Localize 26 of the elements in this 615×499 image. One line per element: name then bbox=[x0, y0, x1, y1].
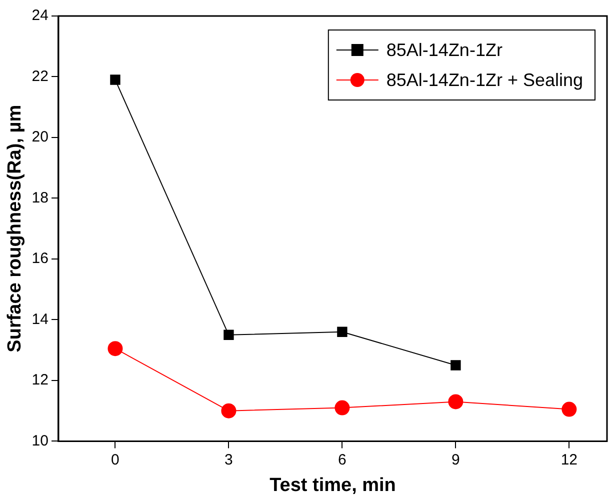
point bbox=[337, 326, 348, 337]
point bbox=[224, 330, 234, 340]
y-tick-label: 18 bbox=[32, 189, 48, 206]
point bbox=[221, 403, 236, 418]
y-tick-label: 22 bbox=[32, 68, 48, 85]
point bbox=[448, 394, 464, 410]
y-tick-label: 20 bbox=[32, 128, 48, 146]
x-tick-label: 12 bbox=[560, 451, 578, 468]
x-tick-label: 0 bbox=[111, 451, 120, 468]
x-tick-label: 3 bbox=[224, 451, 233, 468]
y-tick-label: 24 bbox=[32, 7, 48, 24]
point bbox=[562, 402, 577, 417]
x-axis-title: Test time, min bbox=[270, 474, 396, 496]
y-tick-label: 16 bbox=[32, 250, 48, 268]
legend-label: 85Al-14Zn-1Zr + Sealing bbox=[386, 70, 584, 90]
point bbox=[108, 341, 123, 356]
y-tick-label: 10 bbox=[32, 432, 48, 450]
y-tick-label: 14 bbox=[32, 310, 48, 328]
point bbox=[334, 400, 350, 416]
y-axis-title: Surface roughness(Ra), µm bbox=[4, 104, 26, 352]
point bbox=[110, 74, 120, 85]
legend-label: 85Al-14Zn-1Zr bbox=[386, 40, 502, 60]
point bbox=[450, 360, 461, 370]
x-tick-label: 9 bbox=[452, 451, 460, 468]
y-tick-label: 12 bbox=[32, 372, 48, 389]
x-tick-label: 6 bbox=[338, 451, 346, 468]
